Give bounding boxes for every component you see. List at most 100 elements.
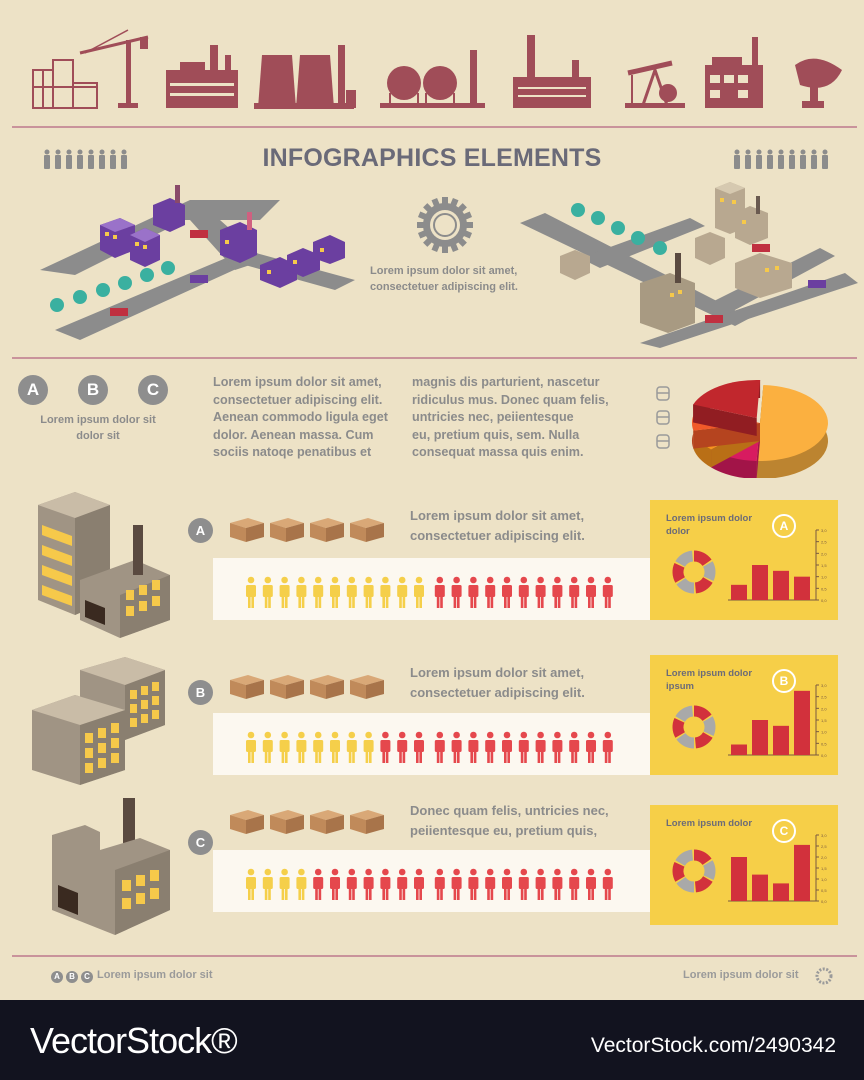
watermark-bar: VectorStock® VectorStock.com/2490342 [0, 1000, 864, 1080]
person-icon-red [518, 576, 529, 608]
bar-chart: 0,0 0,5 1,0 1,5 2,0 2,5 3,0 [672, 528, 827, 603]
cardboard-box-icon [310, 675, 344, 699]
people-band [213, 713, 650, 775]
person-icon-yellow [246, 731, 256, 763]
cardboard-box-icon [350, 675, 384, 699]
train-icon [656, 386, 670, 449]
row-text: Lorem ipsum dolor sit amet, consectetuer… [410, 508, 585, 543]
chart-panel-a: Lorem ipsum dolor dolor A 0,0 0,5 1,0 1,5 2,… [650, 500, 838, 620]
bar [752, 720, 768, 755]
bar [752, 565, 768, 600]
person-icon-red [535, 868, 546, 900]
person-icon-red [468, 868, 479, 900]
cardboard-box-icon [230, 675, 264, 699]
people-band [213, 558, 650, 620]
train-icons [656, 386, 670, 449]
person-icon [121, 149, 127, 169]
person-icon-red [552, 576, 563, 608]
person-icon [756, 149, 762, 169]
person-icon-yellow [262, 868, 273, 900]
person-icon [778, 149, 784, 169]
divider [12, 955, 857, 957]
person-icon-yellow [262, 576, 273, 608]
person-icon [88, 149, 94, 169]
isometric-city-scene-left [40, 185, 355, 340]
donut-segment [672, 705, 716, 749]
bar [773, 883, 789, 901]
person-icon-red [414, 868, 424, 900]
person-icon-red [502, 576, 512, 608]
person-icon-yellow [363, 576, 374, 608]
footer-badge-b: B [66, 971, 78, 983]
isometric-city-scene-right [520, 182, 858, 348]
person-icon-red [380, 731, 391, 763]
person-icon-red [502, 868, 512, 900]
cardboard-box-icon [350, 518, 384, 542]
donut-segment [672, 705, 716, 749]
person-icon-red [485, 868, 496, 900]
person-icon-red [502, 731, 512, 763]
y-tick-label: 2,0 [821, 855, 827, 860]
bar-chart: 0,0 0,5 1,0 1,5 2,0 2,5 3,0 [672, 833, 827, 904]
person-icon-red [602, 868, 613, 900]
people-group-icon [44, 149, 127, 169]
person-icon-red [552, 868, 563, 900]
person-icon-red [468, 731, 479, 763]
y-tick-label: 2,5 [821, 695, 827, 700]
person-icon-red [380, 868, 391, 900]
person-icon [800, 149, 806, 169]
cooling-towers-icon [254, 45, 356, 109]
cardboard-box-icon [230, 810, 264, 834]
person-icon-red [602, 576, 613, 608]
person-icon-red [363, 868, 374, 900]
donut-segment [672, 550, 716, 594]
person-icon-red [434, 731, 445, 763]
y-tick-label: 3,0 [821, 528, 827, 533]
power-plant-icon [513, 35, 591, 108]
person-icon-yellow [279, 576, 290, 608]
paragraph-2: magnis dis parturient, nascetur ridiculu… [412, 375, 609, 459]
panel-badge: A [772, 514, 796, 538]
box-icons [230, 518, 384, 542]
y-tick-label: 1,5 [821, 563, 827, 568]
y-tick-label: 1,5 [821, 718, 827, 723]
y-tick-label: 1,0 [821, 877, 827, 882]
panel-badge: C [772, 819, 796, 843]
cardboard-box-icon [310, 518, 344, 542]
person-icon [767, 149, 773, 169]
person-icon-red [451, 731, 462, 763]
cardboard-box-icon [270, 518, 304, 542]
person-icon-yellow [296, 731, 307, 763]
panel-badge: B [772, 669, 796, 693]
box-icons [230, 675, 384, 699]
person-icon-yellow [296, 576, 307, 608]
bar [731, 857, 747, 901]
gas-tanks-icon [380, 50, 485, 108]
legend-caption: Lorem ipsum dolor sit dolor sit [40, 414, 156, 442]
gear-icon [417, 197, 473, 253]
person-icon-yellow [330, 576, 340, 608]
person-icon-red [434, 576, 445, 608]
person-icon-yellow [380, 576, 391, 608]
bar-chart: 0,0 0,5 1,0 1,5 2,0 2,5 3,0 [672, 683, 827, 758]
person-icon-red [313, 868, 324, 900]
person-icon-yellow [279, 868, 290, 900]
person-icon-red [535, 576, 546, 608]
satellite-dish-icon [795, 58, 842, 108]
badge-a: A [18, 375, 48, 405]
cardboard-box-icon [270, 810, 304, 834]
row-badge-b: B [188, 680, 213, 705]
top-icon-row [32, 29, 842, 109]
row-badge-a: A [188, 518, 213, 543]
person-icon-yellow [363, 731, 374, 763]
person-icon-red [468, 576, 479, 608]
bar [773, 570, 789, 600]
badge-c: C [138, 375, 168, 405]
y-tick-label: 2,5 [821, 540, 827, 545]
person-icon-red [569, 731, 580, 763]
cardboard-box-icon [230, 518, 264, 542]
person-icon-yellow [346, 576, 357, 608]
person-icon [811, 149, 817, 169]
donut-segment [672, 849, 716, 893]
person-icon-yellow [397, 576, 408, 608]
